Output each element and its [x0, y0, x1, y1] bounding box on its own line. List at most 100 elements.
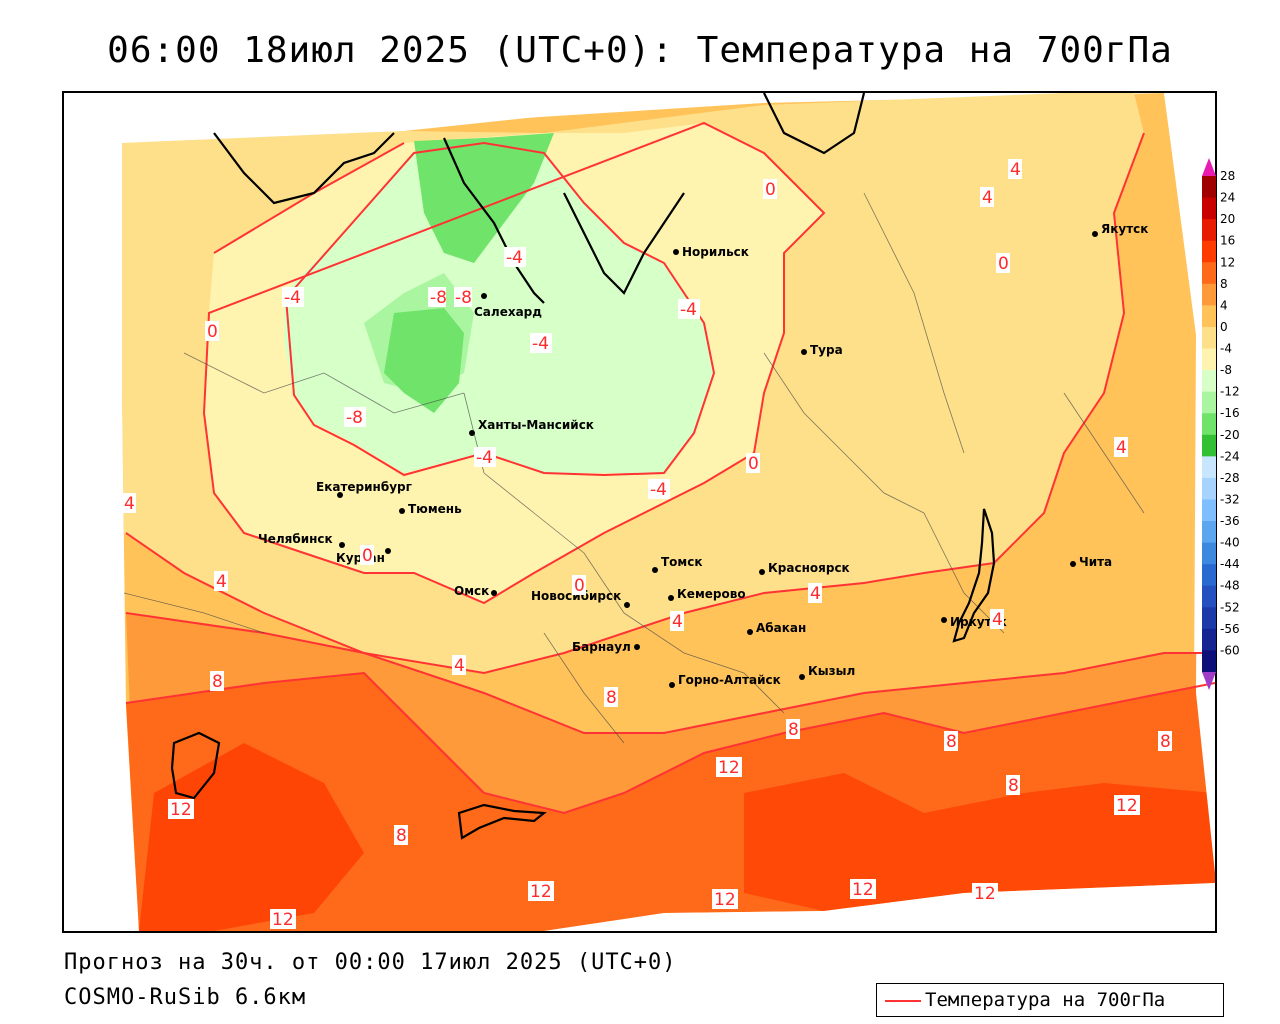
isotherm-label: 8 — [786, 719, 800, 740]
city-omsk: Омск — [454, 584, 497, 598]
svg-text:4: 4 — [810, 584, 821, 604]
forecast-caption: Прогноз на 30ч. от 00:00 17июл 2025 (UTC… — [64, 950, 677, 975]
colorbar-segment — [1202, 477, 1216, 500]
isotherm-label: 8 — [1006, 775, 1020, 796]
city-abakan: Абакан — [747, 621, 806, 635]
colorbar-tick-label: 0 — [1220, 320, 1228, 334]
city-norilsk: Норильск — [673, 245, 749, 259]
city-chita: Чита — [1070, 555, 1112, 569]
colorbar-tick-label: 28 — [1220, 169, 1235, 183]
svg-text:Кызыл: Кызыл — [808, 664, 855, 678]
colorbar-segment — [1202, 283, 1216, 306]
svg-text:Горно-Алтайск: Горно-Алтайск — [678, 673, 781, 687]
svg-text:4: 4 — [216, 572, 227, 592]
colorbar-tick-label: -28 — [1220, 471, 1240, 485]
colorbar-tick-label: 8 — [1220, 277, 1228, 291]
isotherm-label: 4 — [980, 187, 994, 208]
colorbar-segment — [1202, 219, 1216, 242]
map-legend: Температура на 700гПа — [876, 983, 1224, 1017]
isotherm-label: -4 — [282, 287, 304, 308]
svg-text:4: 4 — [1116, 438, 1127, 458]
svg-text:Омск: Омск — [454, 584, 489, 598]
city-yakutsk: Якутск — [1092, 222, 1148, 237]
isotherm-label: 4 — [808, 583, 822, 604]
isotherm-label: -8 — [454, 287, 472, 308]
svg-text:-4: -4 — [650, 480, 667, 500]
svg-text:Екатеринбург: Екатеринбург — [316, 480, 412, 494]
svg-text:-8: -8 — [430, 288, 447, 308]
svg-text:12: 12 — [852, 880, 874, 900]
legend-line-swatch — [885, 1000, 921, 1002]
colorbar-segment — [1202, 262, 1216, 285]
isotherm-label: -4 — [648, 479, 670, 500]
svg-text:12: 12 — [714, 890, 736, 910]
svg-text:-4: -4 — [532, 334, 549, 354]
map-title: 06:00 18июл 2025 (UTC+0): Температура на… — [107, 30, 1173, 71]
colorbar-segment — [1202, 564, 1216, 587]
isotherm-label: 4 — [122, 493, 136, 514]
svg-text:8: 8 — [946, 732, 957, 752]
temperature-fields — [64, 93, 1215, 931]
colorbar-tick-label: 16 — [1220, 234, 1235, 248]
svg-text:-8: -8 — [455, 288, 472, 308]
svg-text:Салехард: Салехард — [474, 305, 542, 319]
isotherm-label: -4 — [504, 247, 526, 268]
colorbar-tick-label: -16 — [1220, 406, 1240, 420]
colorbar-segment — [1202, 305, 1216, 328]
svg-text:8: 8 — [212, 672, 223, 692]
city-barnaul: Барнаул — [572, 640, 640, 654]
svg-text:0: 0 — [362, 546, 373, 566]
map-panel[interactable]: Норильск Якутск Салехард Тура Ханты-Манс… — [62, 91, 1217, 933]
model-caption: COSMO-RuSib 6.6км — [64, 985, 307, 1010]
colorbar-tick-label: -12 — [1220, 385, 1240, 399]
field-cold-green-ob — [384, 308, 464, 413]
isotherm-label: 12 — [168, 799, 194, 820]
colorbar-segment — [1202, 499, 1216, 522]
isotherm-label: 8 — [944, 731, 958, 752]
svg-text:4: 4 — [982, 188, 993, 208]
svg-text:0: 0 — [207, 322, 218, 342]
svg-text:Норильск: Норильск — [682, 245, 749, 259]
svg-text:Челябинск: Челябинск — [258, 532, 333, 546]
colorbar-tick-label: -56 — [1220, 622, 1240, 636]
isotherm-label: 12 — [270, 909, 296, 930]
svg-text:12: 12 — [170, 800, 192, 820]
colorbar-tick-label: -44 — [1220, 557, 1240, 571]
colorbar-tick-label: -52 — [1220, 600, 1240, 614]
coast-taimyr — [763, 93, 866, 155]
isotherm-label: 0 — [996, 253, 1010, 274]
colorbar-tick-label: -20 — [1220, 428, 1240, 442]
field-red-orange-east — [744, 773, 1215, 911]
isotherm-label: 4 — [1008, 159, 1022, 180]
colorbar-tick-label: -8 — [1220, 363, 1232, 377]
isotherm-8 — [125, 612, 1215, 734]
city-krasnoyarsk: Красноярск — [759, 561, 850, 575]
colorbar-top-arrow — [1202, 158, 1216, 176]
svg-text:4: 4 — [992, 610, 1003, 630]
coast-gydan — [563, 192, 685, 295]
field-cold-green-north — [414, 133, 554, 263]
city-novosibirsk: Новосибирск — [531, 589, 630, 608]
city-khanty-mansiysk: Ханты-Мансийск — [469, 418, 594, 436]
isotherm-label: 4 — [452, 655, 466, 676]
svg-text:Кемерово: Кемерово — [677, 587, 746, 601]
svg-text:4: 4 — [124, 494, 135, 514]
svg-text:8: 8 — [1008, 776, 1019, 796]
colorbar-tick-label: 20 — [1220, 212, 1235, 226]
svg-text:8: 8 — [606, 688, 617, 708]
colorbar-segment — [1202, 434, 1216, 457]
temperature-map: Норильск Якутск Салехард Тура Ханты-Манс… — [64, 93, 1215, 931]
svg-text:12: 12 — [1116, 796, 1138, 816]
lake-balkhash — [457, 803, 547, 840]
coast-kara — [213, 132, 395, 205]
svg-text:-8: -8 — [346, 408, 363, 428]
isotherm-label: 0 — [205, 321, 219, 342]
svg-text:Абакан: Абакан — [756, 621, 806, 635]
field-red-orange — [139, 743, 364, 931]
isotherm-label: 4 — [990, 609, 1004, 630]
svg-text:Красноярск: Красноярск — [768, 561, 850, 575]
isotherm-label: 12 — [712, 889, 738, 910]
colorbar-segment — [1202, 348, 1216, 371]
city-chelyabinsk: Челябинск — [258, 532, 345, 548]
isotherm-label: 0 — [572, 575, 586, 596]
